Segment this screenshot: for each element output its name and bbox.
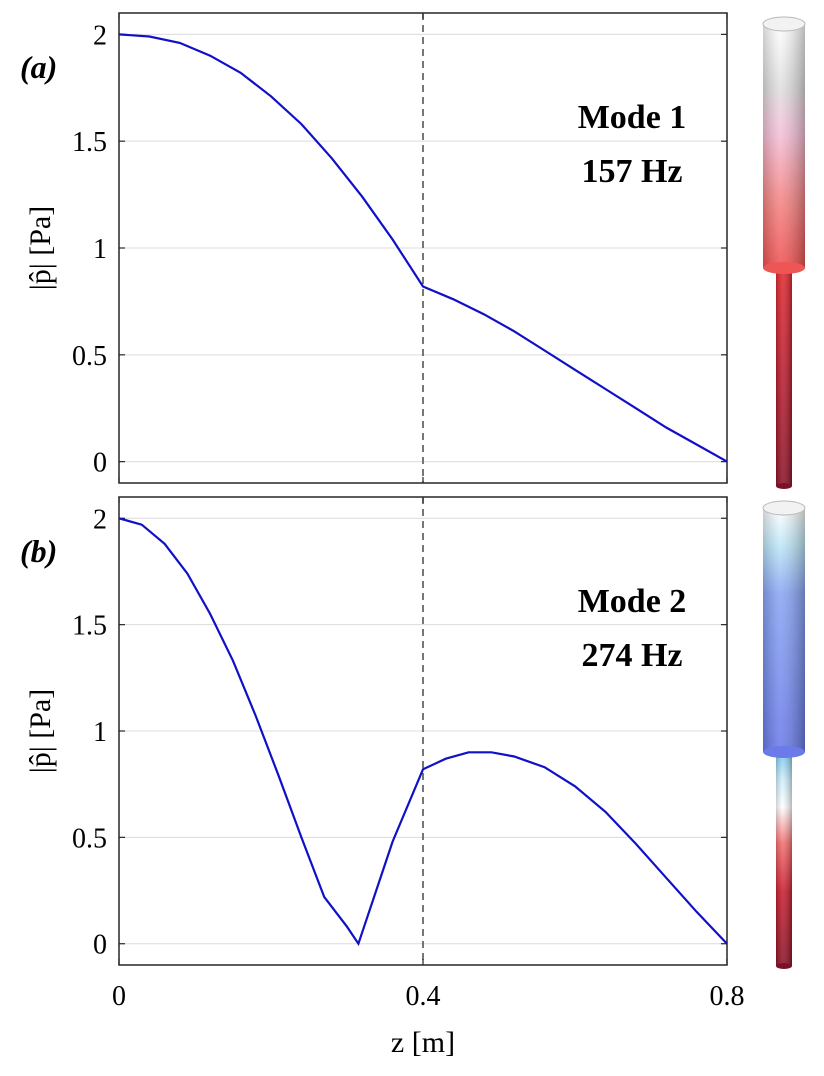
- panel-b-frequency: 274 Hz: [581, 637, 682, 674]
- panel-a-y-axis-label: |p̂| [Pa]: [24, 206, 57, 291]
- panel-b-xtick-labels: 0 0.4 0.8: [112, 981, 745, 1012]
- panel-a-ticks: [118, 13, 728, 483]
- panel-a: 0 0.5 1 1.5 2 (a) Mode 1 157 Hz |p̂| [Pa]: [20, 12, 728, 484]
- panel-b-ytick-label: 2: [93, 504, 107, 535]
- panel-a-ytick-label: 1.5: [72, 127, 107, 158]
- x-axis-label: z [m]: [391, 1026, 455, 1059]
- panel-a-grid: [119, 33, 727, 463]
- mode2-top-cap: [762, 500, 806, 516]
- panel-b-ytick-label: 0.5: [72, 823, 107, 854]
- panel-b-ytick-label: 0: [93, 930, 107, 961]
- panel-a-ytick-label: 1: [93, 234, 107, 265]
- panel-a-ytick-label: 2: [93, 20, 107, 51]
- panel-b-ytick-label: 1: [93, 717, 107, 748]
- panel-b-ytick-labels: 0 0.5 1 1.5 2: [72, 504, 107, 960]
- panel-b-xtick-label: 0: [112, 981, 126, 1012]
- panel-b-ytick-label: 1.5: [72, 611, 107, 642]
- panel-a-ytick-labels: 0 0.5 1 1.5 2: [72, 20, 107, 478]
- panel-b-mode-name: Mode 2: [578, 583, 687, 620]
- mode1-cylinder-inset: [762, 16, 806, 489]
- panel-b-xtick-label: 0.8: [710, 981, 745, 1012]
- panel-b-y-axis-label: |p̂| [Pa]: [24, 689, 57, 774]
- panel-b-ticks: [118, 497, 728, 965]
- panel-b: 0 0.5 1 1.5 2 0 0.4 0.8 (b) Mode 2 274 Hz |p̂|…: [20, 496, 745, 1059]
- panel-a-frequency: 157 Hz: [581, 153, 682, 190]
- panel-a-ytick-label: 0: [93, 448, 107, 479]
- panel-b-xtick-label: 0.4: [406, 981, 441, 1012]
- panel-a-label: (a): [20, 49, 57, 85]
- mode2-cylinder-inset: [762, 500, 806, 969]
- panel-a-pressure-curve: [118, 33, 728, 463]
- panel-a-ytick-label: 0.5: [72, 341, 107, 372]
- panel-a-mode-name: Mode 1: [578, 99, 687, 136]
- panel-b-pressure-curve: [118, 517, 728, 947]
- mode1-top-cap: [762, 16, 806, 32]
- panel-b-label: (b): [20, 533, 57, 569]
